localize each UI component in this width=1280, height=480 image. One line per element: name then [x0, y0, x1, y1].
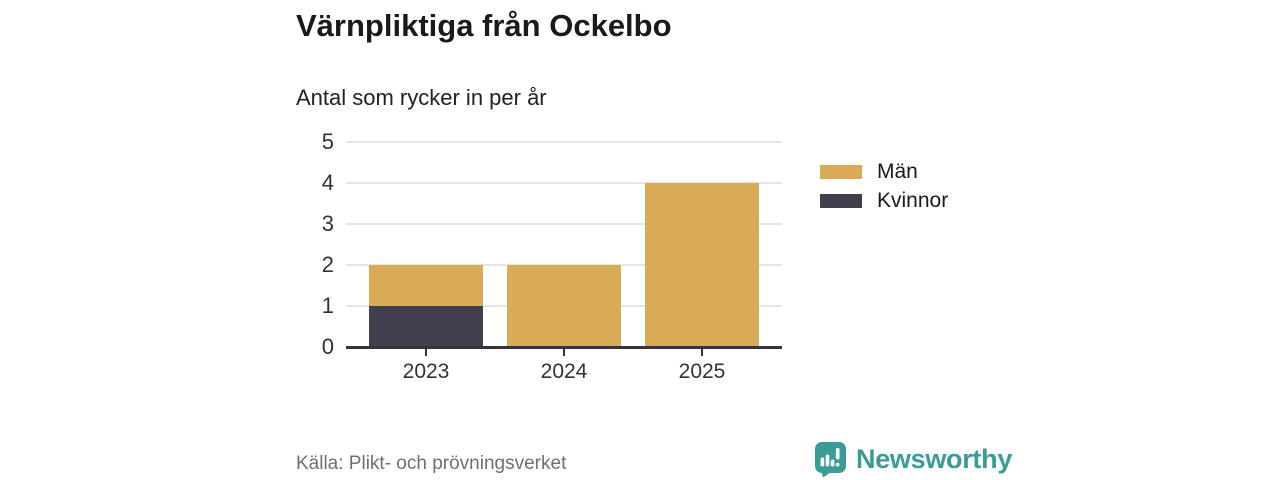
chart-subtitle: Antal som rycker in per år — [296, 85, 547, 110]
y-tick-label: 2 — [321, 252, 334, 277]
newsworthy-bubble-chart-icon — [815, 442, 846, 478]
legend-swatch — [820, 164, 862, 179]
x-axis-line — [346, 346, 782, 349]
gridline — [346, 182, 782, 184]
x-tick — [425, 349, 427, 356]
x-tick — [563, 349, 565, 356]
x-tick-label: 2025 — [678, 360, 726, 383]
source-text: Källa: Plikt- och prövningsverket — [296, 453, 567, 474]
y-tick-label: 4 — [321, 170, 334, 195]
legend: Män Kvinnor — [820, 161, 948, 211]
x-tick-label: 2023 — [402, 360, 450, 383]
x-tick-label: 2024 — [540, 360, 588, 383]
gridline — [346, 141, 782, 143]
bar-segment-män-2024 — [507, 265, 621, 347]
legend-label: Kvinnor — [877, 189, 949, 212]
bar-segment-kvinnor-2023 — [369, 306, 483, 347]
chart-title: Värnpliktiga från Ockelbo — [296, 8, 672, 43]
legend-item-män: Män — [820, 161, 948, 182]
legend-swatch — [820, 193, 862, 208]
x-tick — [701, 349, 703, 356]
bar-segment-män-2025 — [645, 183, 759, 347]
gridline — [346, 223, 782, 225]
y-tick-label: 3 — [321, 211, 334, 236]
newsworthy-logo: Newsworthy — [814, 441, 1012, 478]
bar-segment-män-2023 — [369, 265, 483, 306]
y-tick-label: 0 — [321, 334, 334, 359]
legend-item-kvinnor: Kvinnor — [820, 190, 948, 211]
legend-label: Män — [877, 160, 918, 183]
newsworthy-wordmark: Newsworthy — [856, 444, 1013, 474]
y-tick-label: 1 — [321, 293, 334, 318]
y-tick-label: 5 — [321, 129, 334, 154]
